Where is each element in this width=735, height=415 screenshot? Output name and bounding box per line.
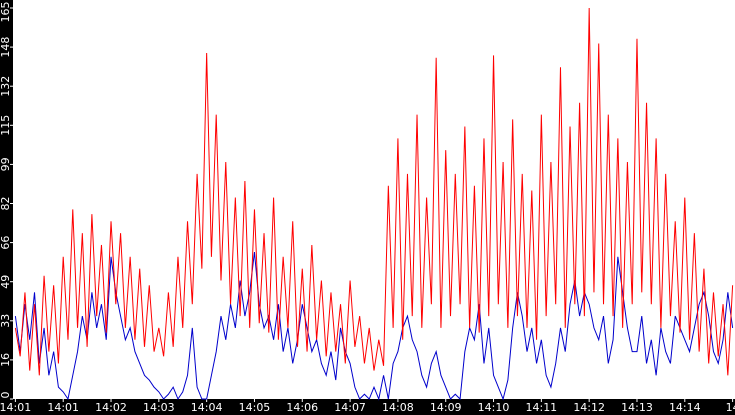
x-tick-label: 14:03 [143, 401, 175, 414]
y-tick-label: 82 [0, 197, 12, 211]
series-line [14, 252, 734, 401]
y-tick-label: 66 [0, 236, 12, 250]
x-tick-label: 14:09 [430, 401, 462, 414]
x-tick-label: 14:11 [525, 401, 557, 414]
y-tick-label: 115 [0, 115, 12, 136]
x-tick-label: 14:12 [573, 401, 605, 414]
x-tick-label: 14:07 [334, 401, 366, 414]
x-tick-label: 14 [726, 401, 735, 414]
y-tick-label: 0 [0, 392, 12, 399]
series-line [14, 7, 734, 376]
x-tick-label: 14:06 [286, 401, 318, 414]
x-tick-label: 14:04 [191, 401, 223, 414]
y-tick-label: 165 [0, 2, 12, 23]
y-tick-label: 33 [0, 314, 12, 328]
y-axis-band [0, 0, 13, 415]
x-axis-band [0, 399, 735, 415]
x-tick-label: 14:13 [621, 401, 653, 414]
y-tick-label: 132 [0, 76, 12, 97]
x-tick-label: 14:05 [239, 401, 271, 414]
x-tick-label: 14:02 [95, 401, 127, 414]
y-tick-label: 148 [0, 37, 12, 58]
x-tick-label: 14:01 [0, 401, 31, 414]
x-tick-label: 14:01 [47, 401, 79, 414]
x-tick-label: 14:14 [669, 401, 701, 414]
y-tick-label: 49 [0, 275, 12, 289]
x-tick-label: 14:08 [382, 401, 414, 414]
y-tick-label: 16 [0, 353, 12, 367]
y-tick-label: 99 [0, 157, 12, 171]
x-tick-label: 14:10 [478, 401, 510, 414]
